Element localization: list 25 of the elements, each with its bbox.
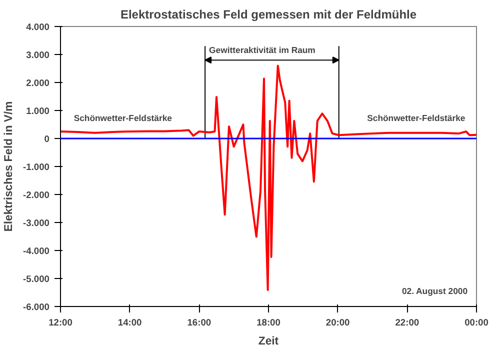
y-tick-label: 0	[44, 134, 50, 144]
x-axis-title: Zeit	[258, 336, 279, 348]
y-tick-label: -6.000	[23, 302, 50, 312]
x-tick-label: 20:00	[326, 318, 350, 328]
x-tick-label: 14:00	[118, 318, 142, 328]
y-tick-label: -1.000	[23, 162, 50, 172]
annotation: Gewitteraktivität im Raum	[209, 45, 316, 56]
y-tick-label: 1.000	[26, 106, 50, 116]
annotation: Schönwetter-Feldstärke	[74, 113, 172, 124]
y-axis-title: Elektrisches Feld in V/m	[3, 101, 16, 232]
y-tick-label: 4.000	[26, 22, 50, 32]
x-tick-label: 22:00	[395, 318, 420, 328]
y-tick-label: -2.000	[23, 190, 50, 200]
x-tick-label: 18:00	[256, 318, 280, 328]
x-tick-label: 16:00	[187, 318, 212, 328]
y-tick-label: -3.000	[23, 218, 50, 228]
x-tick-label: 12:00	[48, 318, 72, 328]
y-tick-label: 3.000	[26, 50, 50, 60]
x-tick-label: 00:00	[464, 318, 488, 328]
chart-title: Elektrostatisches Feld gemessen mit der Feldmühle	[120, 8, 417, 22]
y-tick-label: 2.000	[26, 78, 50, 88]
y-tick-label: -4.000	[23, 246, 50, 256]
annotation: Schönwetter-Feldstärke	[367, 113, 466, 124]
annotation: 02. August 2000	[402, 286, 468, 296]
y-tick-label: -5.000	[23, 274, 50, 284]
